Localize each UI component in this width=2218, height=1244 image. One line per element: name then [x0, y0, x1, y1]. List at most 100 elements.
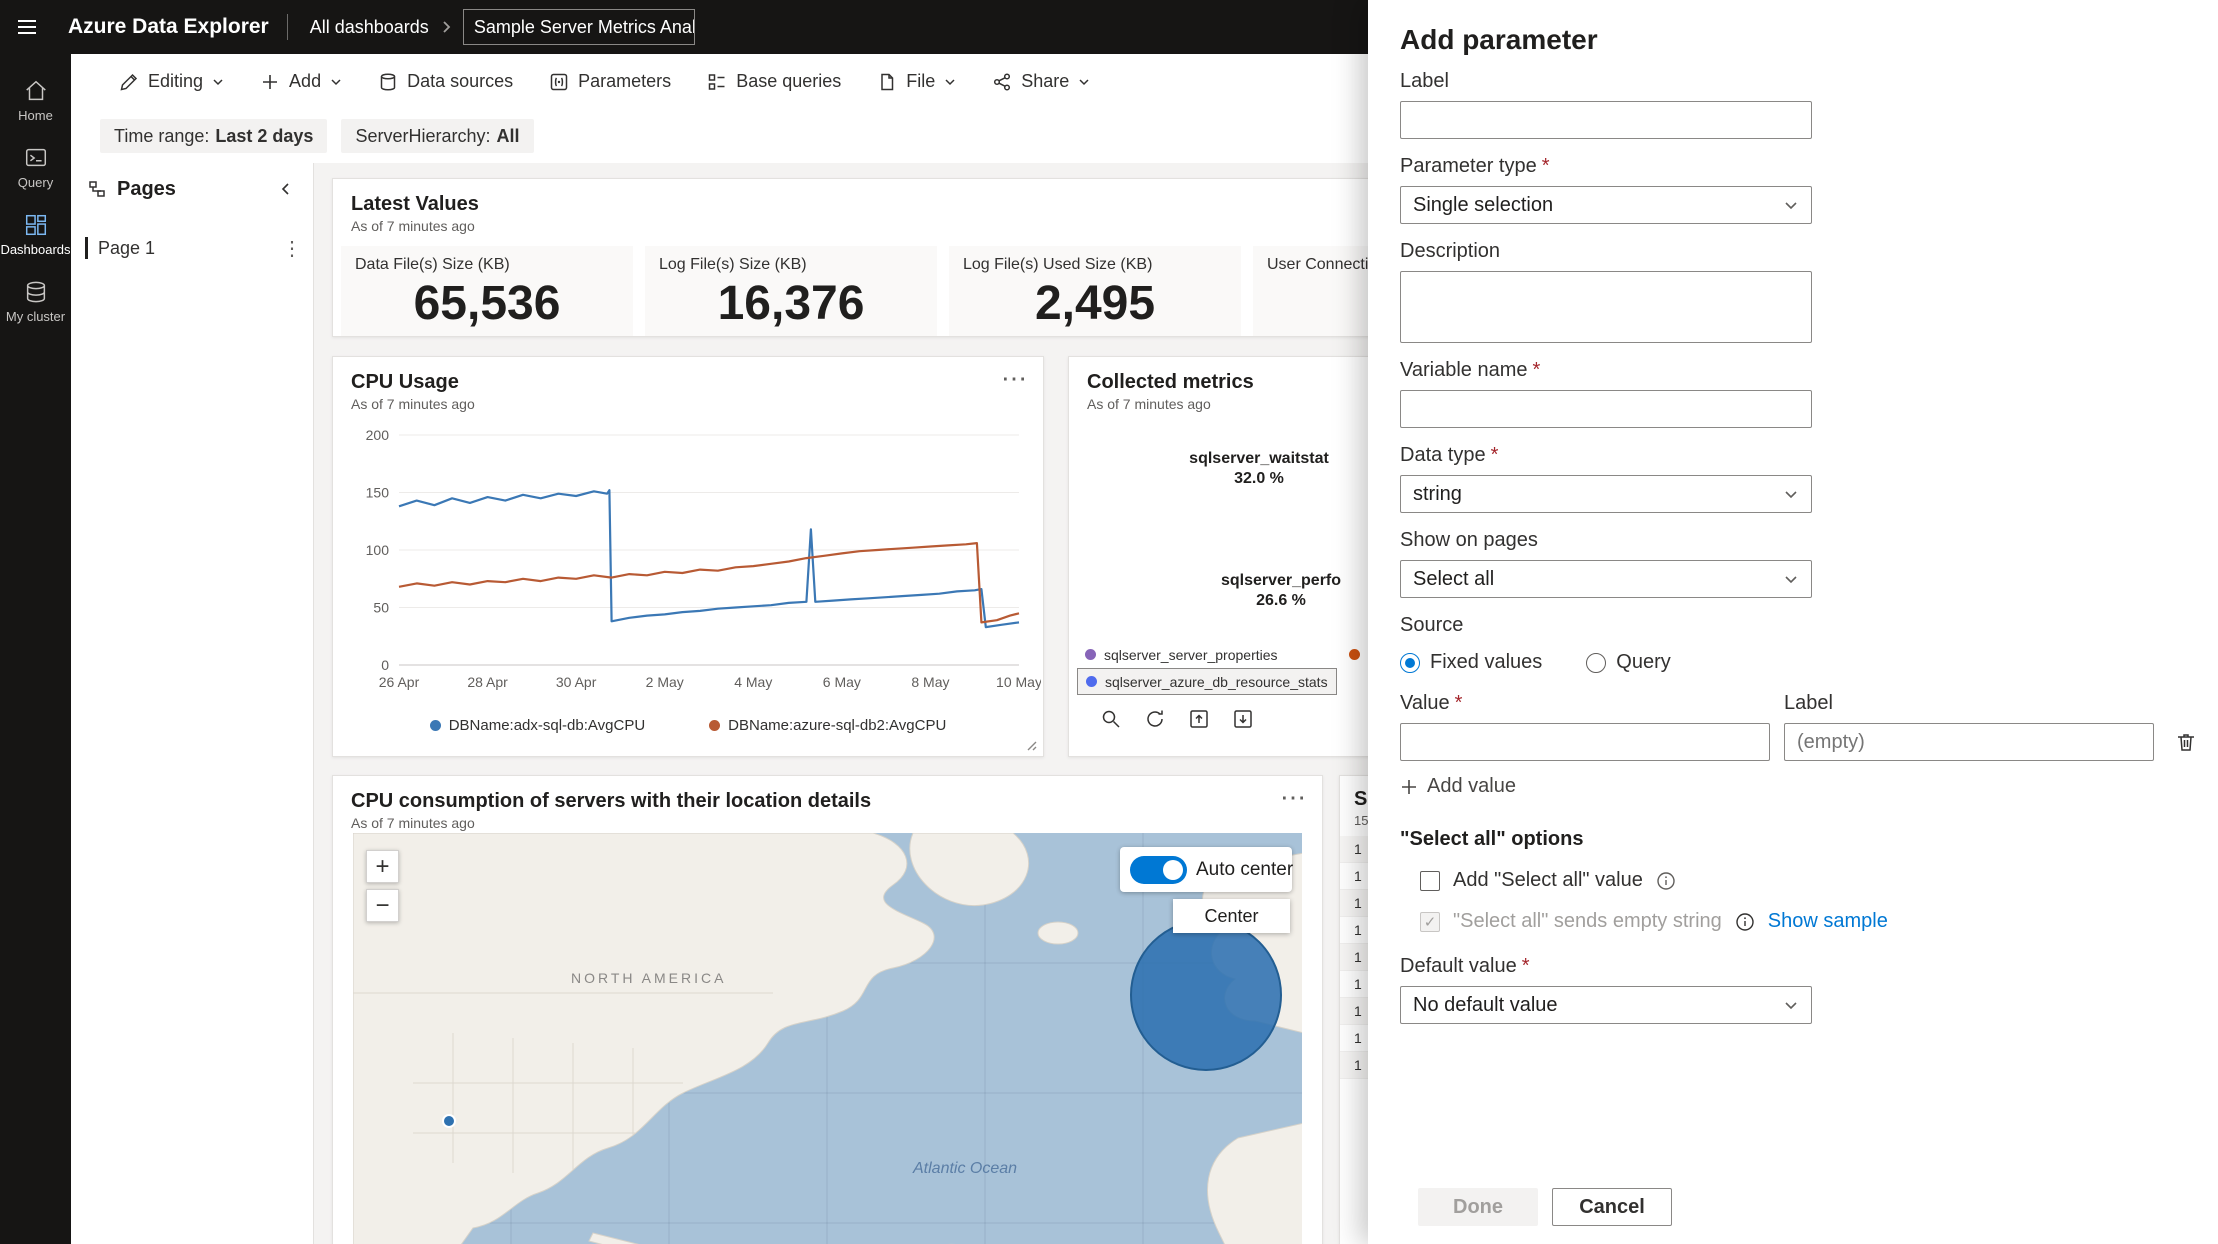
topbar-divider: [286, 14, 288, 40]
description-textarea[interactable]: [1400, 271, 1812, 343]
value-column-label: Value *: [1400, 692, 1463, 714]
time-range-value: Last 2 days: [215, 125, 314, 146]
tile-as-of: As of 7 minutes ago: [351, 218, 475, 234]
base-queries-button[interactable]: Base queries: [707, 71, 841, 92]
parameters-button[interactable]: Parameters: [549, 71, 671, 92]
legend-item[interactable]: sqlserver_server_properties: [1077, 641, 1286, 668]
x-axis-tick: 10 May: [996, 674, 1041, 690]
auto-center-toggle[interactable]: [1130, 855, 1187, 884]
legend-item[interactable]: DBName:azure-sql-db2:AvgCPU: [709, 717, 946, 734]
add-select-all-checkbox[interactable]: [1420, 870, 1440, 891]
map-area[interactable]: NORTH AMERICA Atlantic Ocean + − Auto ce…: [353, 833, 1302, 1244]
page-list-item[interactable]: Page 1 ⋮: [71, 227, 313, 269]
collapse-pages-button[interactable]: [271, 174, 301, 204]
radio-selected-icon: [1400, 652, 1420, 673]
center-button[interactable]: Center: [1173, 899, 1290, 933]
tile-title: CPU Usage: [351, 371, 459, 393]
series-dot: [1349, 649, 1360, 660]
server-hierarchy-value: All: [496, 125, 520, 146]
info-icon[interactable]: [1656, 871, 1676, 891]
tile-more-menu-icon[interactable]: ⋯: [1280, 782, 1308, 812]
required-asterisk: *: [1532, 359, 1541, 381]
cancel-button[interactable]: Cancel: [1552, 1188, 1672, 1226]
tile-title: Latest Values: [351, 193, 479, 215]
tile-latest-values: Latest Values As of 7 minutes ago Data F…: [332, 178, 1532, 337]
required-asterisk: *: [1521, 955, 1530, 977]
pencil-icon: [120, 73, 138, 90]
zoom-in-button[interactable]: +: [366, 850, 399, 883]
rail-item-query[interactable]: Query: [0, 133, 71, 200]
refresh-icon[interactable]: [1141, 705, 1169, 733]
delete-value-button[interactable]: [2168, 723, 2204, 761]
metric-cards: Data File(s) Size (KB) 65,536 Log File(s…: [333, 234, 1531, 336]
parameter-type-label: Parameter type *: [1400, 155, 1550, 177]
base-queries-label: Base queries: [736, 71, 842, 91]
cpu-dot-marker[interactable]: [442, 1114, 456, 1128]
add-value-button[interactable]: Add value: [1400, 775, 1516, 798]
file-menu[interactable]: File: [877, 71, 956, 92]
sends-empty-string-row: ✓ "Select all" sends empty string Show s…: [1420, 910, 2182, 933]
y-axis-tick: 200: [366, 427, 390, 443]
plus-icon: [1402, 779, 1416, 794]
time-range-filter[interactable]: Time range: Last 2 days: [100, 119, 328, 153]
pages-icon: [89, 181, 105, 197]
label-field-input[interactable]: [1400, 101, 1812, 139]
add-parameter-panel: Add parameter Label Parameter type * Sin…: [1368, 0, 2218, 1244]
metric-card: Log File(s) Used Size (KB) 2,495: [949, 246, 1241, 336]
metric-card: Data File(s) Size (KB) 65,536: [341, 246, 633, 336]
world-map: NORTH AMERICA Atlantic Ocean: [353, 833, 1302, 1244]
cpu-bubble-marker[interactable]: [1130, 919, 1282, 1071]
share-label: Share: [1021, 71, 1070, 91]
metric-value: 2,495: [1034, 277, 1156, 330]
rail-item-my-cluster[interactable]: My cluster: [0, 267, 71, 334]
radio-label: Fixed values: [1430, 651, 1543, 673]
fixed-values-radio[interactable]: Fixed values: [1400, 651, 1542, 674]
value-input[interactable]: [1400, 723, 1770, 761]
zoom-icon[interactable]: [1097, 705, 1125, 733]
metric-value: 16,376: [717, 277, 865, 330]
dashboard-title-input[interactable]: Sample Server Metrics Anal: [462, 9, 695, 45]
show-sample-link[interactable]: Show sample: [1767, 910, 1888, 932]
metric-label: Data File(s) Size (KB): [355, 256, 510, 273]
legend-item-highlighted[interactable]: sqlserver_azure_db_resource_stats: [1077, 668, 1337, 695]
variable-name-input[interactable]: [1400, 390, 1812, 428]
box-arrow-down-icon[interactable]: [1229, 705, 1257, 733]
info-icon[interactable]: [1735, 912, 1755, 932]
show-on-pages-dropdown[interactable]: Select all: [1400, 560, 1812, 598]
show-on-pages-label: Show on pages: [1400, 529, 1538, 551]
parameter-type-dropdown[interactable]: Single selection: [1400, 186, 1812, 224]
rail-item-label: Query: [17, 175, 54, 190]
editing-menu[interactable]: Editing: [119, 71, 224, 92]
chevron-down-icon: [1785, 491, 1797, 499]
legend-item[interactable]: DBName:adx-sql-db:AvgCPU: [429, 717, 645, 734]
database-icon: [380, 72, 396, 91]
y-axis-tick: 50: [373, 600, 389, 616]
add-select-all-label: Add "Select all" value: [1453, 869, 1643, 891]
pie-label-pct: 26.6 %: [1256, 592, 1306, 609]
required-asterisk: *: [1490, 444, 1499, 466]
default-value-value: No default value: [1413, 993, 1558, 1016]
add-menu[interactable]: Add: [260, 71, 342, 92]
breadcrumb-all-dashboards[interactable]: All dashboards: [309, 16, 429, 37]
data-type-dropdown[interactable]: string: [1400, 475, 1812, 513]
default-value-dropdown[interactable]: No default value: [1400, 986, 1812, 1024]
done-button[interactable]: Done: [1418, 1188, 1538, 1226]
query-radio[interactable]: Query: [1586, 651, 1671, 674]
chevron-down-icon: [331, 78, 341, 85]
box-arrow-up-icon[interactable]: [1185, 705, 1213, 733]
page-options-kebab-icon[interactable]: ⋮: [282, 237, 302, 260]
tile-more-menu-icon[interactable]: ⋯: [1001, 363, 1029, 393]
rail-item-dashboards[interactable]: Dashboards: [0, 200, 71, 267]
rail-item-home[interactable]: Home: [0, 66, 71, 133]
trash-icon: [2178, 734, 2194, 751]
value-label-input[interactable]: [1784, 723, 2154, 761]
pie-data-label: sqlserver_waitstat 32.0 %: [1159, 449, 1359, 489]
server-hierarchy-filter[interactable]: ServerHierarchy: All: [341, 119, 534, 153]
share-menu[interactable]: Share: [992, 71, 1090, 92]
rail-item-label: Home: [18, 108, 53, 123]
series-dot: [709, 720, 721, 731]
hamburger-menu-icon[interactable]: [0, 0, 54, 54]
data-sources-button[interactable]: Data sources: [378, 71, 513, 92]
zoom-out-button[interactable]: −: [366, 889, 399, 922]
resize-handle[interactable]: [1024, 738, 1038, 752]
